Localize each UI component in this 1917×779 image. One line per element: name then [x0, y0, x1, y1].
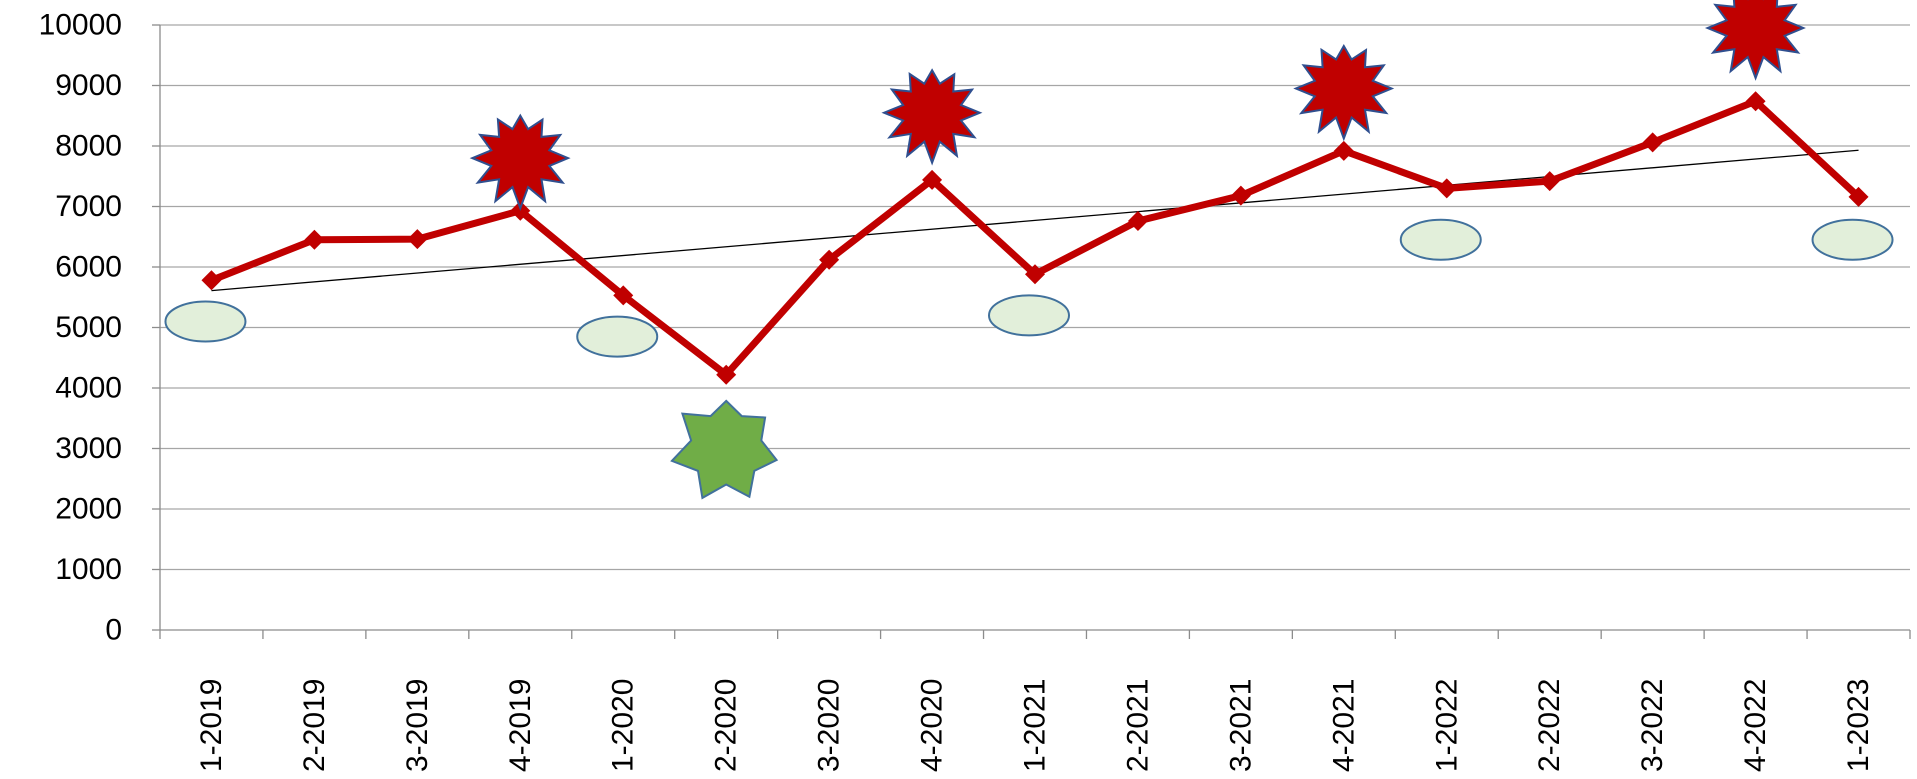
data-point-marker [1642, 132, 1663, 153]
data-point-marker [1230, 185, 1251, 206]
y-tick-label: 2000 [55, 493, 122, 526]
data-point-marker [1127, 211, 1148, 232]
data-point-marker [819, 249, 840, 270]
y-tick-label: 1000 [55, 553, 122, 586]
y-tick-label: 10000 [39, 9, 122, 42]
y-tick-label: 8000 [55, 130, 122, 163]
data-point-marker [1848, 186, 1869, 207]
red-burst-shape [1704, 0, 1806, 81]
red-burst-shape [1293, 43, 1395, 142]
y-tick-label: 7000 [55, 190, 122, 223]
y-tick-label: 9000 [55, 69, 122, 102]
data-point-marker [1745, 91, 1766, 112]
x-tick-label: 2-2019 [298, 679, 331, 772]
x-tick-label: 4-2021 [1327, 679, 1360, 772]
y-axis-tick-labels: 0 1000 2000 3000 4000 5000 6000 7000 8000 9000 100… [39, 9, 122, 647]
y-tick-label: 6000 [55, 251, 122, 284]
y-tick-label: 3000 [55, 432, 122, 465]
trendline [211, 149, 1859, 292]
x-tick-label: 3-2020 [813, 679, 846, 772]
x-tick-label: 1-2021 [1019, 679, 1052, 772]
trendline-group [211, 149, 1859, 292]
data-point-marker [922, 169, 943, 190]
x-tick-label: 1-2020 [607, 679, 640, 772]
x-tick-label: 1-2023 [1842, 679, 1875, 772]
annotations [164, 0, 1894, 500]
x-tick-label: 2-2020 [710, 679, 743, 772]
x-tick-label: 4-2019 [504, 679, 537, 772]
x-tick-label: 3-2022 [1636, 679, 1669, 772]
data-point-marker [716, 364, 737, 385]
oval-shape [576, 315, 659, 358]
x-tick-label: 2-2021 [1121, 679, 1154, 772]
x-tick-label: 1-2022 [1430, 679, 1463, 772]
axes [152, 24, 1911, 639]
oval-shape [1399, 218, 1482, 261]
series-group [201, 91, 1869, 385]
data-point-marker [304, 229, 325, 250]
x-tick-label: 3-2019 [401, 679, 434, 772]
green-star-shape [670, 399, 779, 500]
x-tick-label: 1-2019 [195, 679, 228, 772]
data-point-marker [1333, 140, 1354, 161]
data-point-marker [1025, 264, 1045, 285]
oval-shape [164, 300, 247, 343]
data-point-marker [1436, 178, 1457, 199]
y-tick-label: 5000 [55, 311, 122, 344]
y-tick-label: 0 [105, 614, 122, 647]
data-point-marker [1539, 171, 1560, 192]
red-burst-shape [469, 113, 571, 211]
oval-shape [1811, 218, 1894, 261]
data-point-marker [201, 270, 222, 291]
x-tick-label: 4-2020 [916, 679, 949, 772]
data-point-marker [613, 285, 634, 306]
oval-shape [988, 294, 1070, 337]
x-axis-tick-labels: 1-2019 2-2019 3-2019 4-2019 1-2020 2-2020 3-20… [195, 679, 1875, 772]
data-point-marker [407, 229, 428, 250]
x-tick-label: 4-2022 [1739, 679, 1772, 772]
red-burst-shape [881, 68, 983, 166]
x-tick-label: 2-2022 [1533, 679, 1566, 772]
x-tick-label: 3-2021 [1224, 679, 1257, 772]
y-tick-label: 4000 [55, 372, 122, 405]
